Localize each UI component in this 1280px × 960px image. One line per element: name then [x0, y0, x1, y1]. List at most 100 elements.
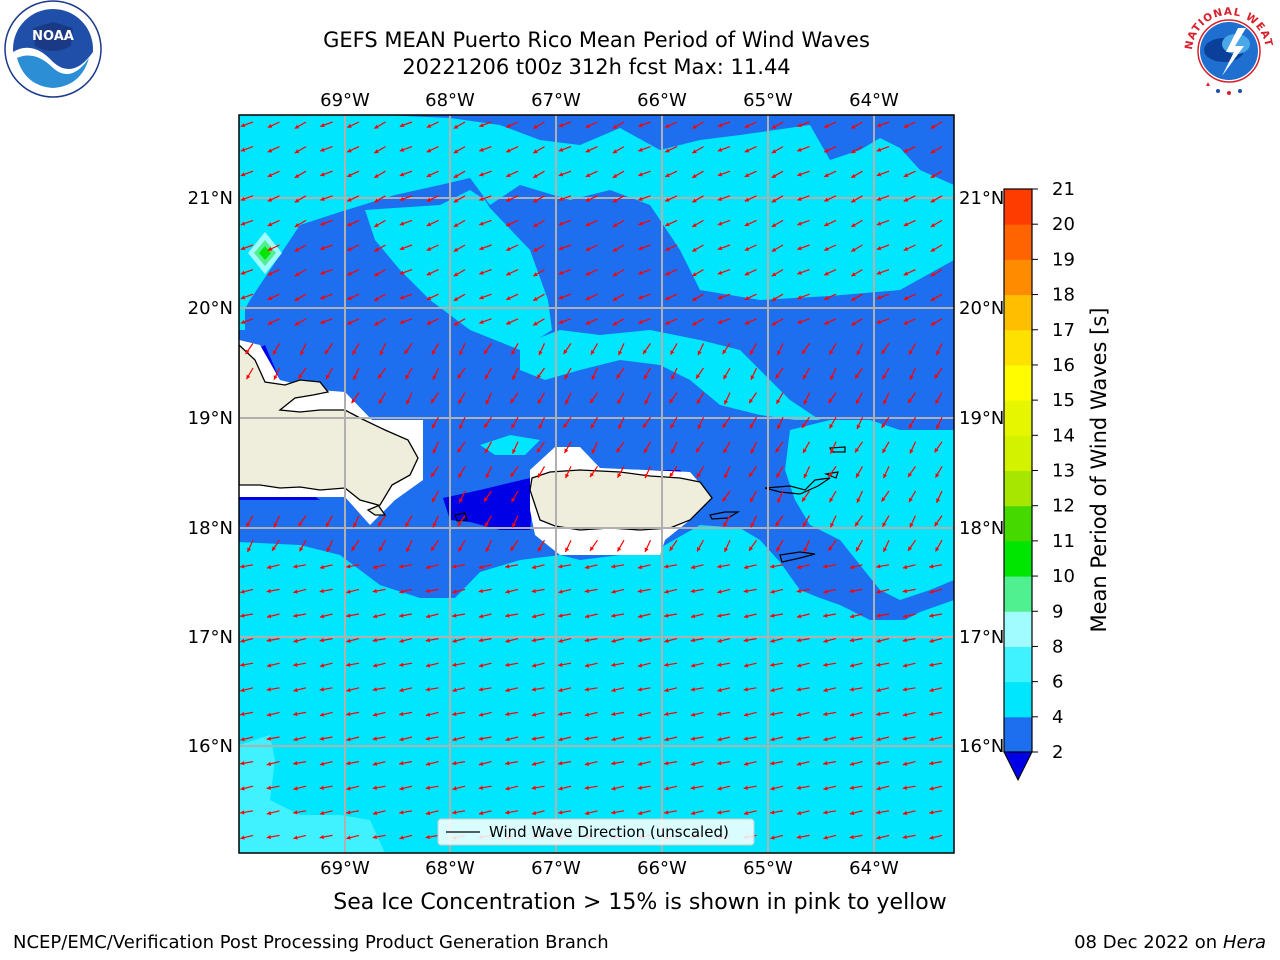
- colorbar-tick-label: 2: [1052, 742, 1063, 763]
- wind-arrow-head: [902, 638, 907, 643]
- wind-arrow-head: [824, 246, 829, 251]
- wind-arrow-head: [399, 638, 404, 643]
- wind-arrow-head: [399, 564, 404, 569]
- wind-arrow-head: [797, 196, 802, 201]
- wind-arrow-head: [692, 223, 697, 227]
- wind-arrow-head: [771, 124, 777, 129]
- wind-arrow-head: [452, 564, 457, 569]
- wind-arrow-head: [585, 246, 591, 251]
- wind-arrow-head: [459, 424, 464, 429]
- lon-label-top: 68°W: [425, 90, 475, 111]
- lat-label-right: 21°N: [959, 188, 1004, 209]
- wind-arrow-head: [856, 424, 861, 429]
- wind-arrow-head: [909, 449, 914, 454]
- wind-arrow-head: [851, 198, 856, 203]
- wind-arrow-head: [505, 810, 510, 815]
- wind-arrow-head: [432, 449, 437, 454]
- wind-arrow-head: [426, 296, 432, 300]
- wind-arrow-head: [319, 736, 324, 741]
- wind-arrow-head: [876, 786, 881, 791]
- wind-arrow-head: [929, 638, 934, 643]
- wind-arrow-head: [511, 350, 516, 355]
- wind-arrow-head: [452, 613, 457, 618]
- wind-arrow-head: [902, 736, 907, 741]
- wind-arrow-head: [479, 295, 484, 300]
- wind-arrow-head: [934, 374, 939, 379]
- wind-arrow-head: [347, 296, 352, 300]
- wind-arrow-head: [298, 521, 303, 527]
- gridlines: [239, 115, 954, 853]
- wind-arrow-head: [584, 785, 589, 790]
- wind-arrow-head: [558, 638, 563, 643]
- wind-arrow-head: [824, 173, 829, 177]
- wind-arrow-head: [796, 638, 801, 643]
- wind-arrow-head: [531, 638, 536, 643]
- wind-arrow-head: [611, 761, 616, 766]
- wind-arrow-head: [930, 247, 936, 252]
- wind-arrow-head: [908, 546, 913, 551]
- wind-arrow-head: [617, 473, 622, 478]
- wind-arrow-head: [506, 173, 511, 177]
- wind-arrow-head: [273, 375, 278, 380]
- wind-arrow-head: [797, 172, 802, 177]
- wind-arrow-head: [638, 295, 643, 300]
- wind-arrow-head: [750, 497, 754, 503]
- wind-arrow-head: [347, 320, 352, 325]
- wind-arrow-head: [510, 398, 515, 404]
- wind-arrow-head: [505, 589, 510, 594]
- wind-arrow-head: [929, 564, 934, 569]
- wind-arrow-head: [803, 374, 807, 380]
- colorbar-segment: [1004, 294, 1032, 331]
- wind-arrow-head: [717, 786, 722, 791]
- wave-period-field-high-spot: [259, 246, 271, 260]
- wind-arrow-head: [770, 711, 775, 717]
- wind-arrow-head: [770, 761, 775, 766]
- wind-arrow-head: [478, 663, 484, 668]
- wind-arrow-head: [484, 349, 489, 355]
- wind-arrow-head: [690, 663, 696, 668]
- wind-arrow-head: [744, 123, 750, 128]
- wind-arrow-head: [293, 687, 298, 693]
- wind-arrow-head: [372, 712, 378, 717]
- wind-arrow-head: [617, 546, 622, 552]
- wind-arrow-head: [352, 350, 357, 355]
- wind-arrow-head: [399, 270, 405, 275]
- wind-arrow-head: [346, 613, 351, 618]
- wind-arrow-head: [771, 272, 777, 277]
- wind-arrow-head: [538, 399, 542, 404]
- wind-arrow-head: [830, 522, 835, 528]
- colorbar-segment: [1004, 646, 1032, 683]
- wind-arrow-head: [909, 423, 913, 429]
- wind-arrow-head: [563, 423, 568, 428]
- wind-arrow-head: [558, 319, 564, 324]
- wind-arrow-head: [240, 172, 246, 177]
- wind-arrow-head: [240, 295, 246, 300]
- wind-arrow-head: [346, 711, 351, 717]
- colorbar-segment: [1004, 400, 1032, 436]
- wind-arrow-head: [558, 196, 564, 201]
- wind-arrow-head: [777, 498, 782, 503]
- wind-arrow-head: [457, 447, 462, 453]
- wind-arrow-head: [881, 497, 886, 502]
- wind-arrow-head: [478, 564, 484, 570]
- wind-arrow-head: [479, 172, 484, 177]
- wind-arrow-head: [538, 424, 543, 429]
- wind-arrow-head: [558, 270, 564, 275]
- wind-arrow-head: [770, 786, 775, 791]
- wind-arrow-head: [426, 320, 432, 325]
- wind-arrow-head: [824, 296, 829, 300]
- wind-arrow-head: [564, 448, 569, 454]
- wind-arrow-head: [425, 638, 430, 643]
- wind-arrow-head: [876, 172, 882, 177]
- wind-arrow-head: [351, 546, 356, 551]
- wind-arrow-head: [458, 399, 463, 404]
- wind-arrow-head: [722, 423, 727, 428]
- wind-arrow-head: [485, 448, 489, 454]
- wind-arrow-head: [618, 350, 623, 356]
- wind-arrow-head: [558, 123, 564, 128]
- wind-arrow-head: [855, 521, 860, 527]
- colorbar-tick-label: 8: [1052, 636, 1063, 657]
- colorbar-segment: [1004, 189, 1032, 225]
- wind-arrow-head: [267, 197, 273, 202]
- wind-arrow-head: [849, 663, 855, 668]
